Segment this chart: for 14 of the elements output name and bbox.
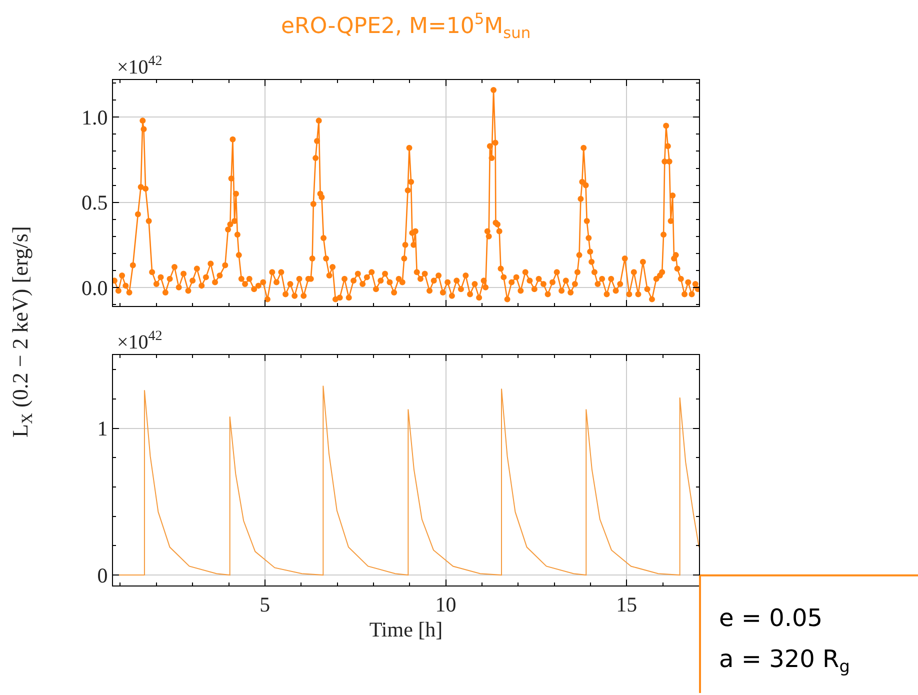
- y-tick-label: 0: [97, 563, 108, 588]
- text: e = 0.05: [719, 604, 823, 632]
- y-tick-label: 0.5: [82, 190, 108, 215]
- text: a = 320 R$_{g}$: [719, 645, 850, 676]
- chart-title: eRO-QPE2, M=10$^{5}$M$_{sun}$: [281, 10, 531, 42]
- y-tick-label: 0.0: [82, 276, 108, 300]
- y-tick-label: 1: [97, 416, 108, 441]
- x-tick-label: 10: [435, 592, 456, 617]
- text: ×10$^{42}$: [117, 54, 162, 78]
- y-tick-label: 1.0: [82, 106, 108, 130]
- text: ×10$^{42}$: [117, 329, 162, 354]
- x-axis-title: Time [h]: [369, 618, 443, 642]
- x-tick-label: 5: [260, 592, 270, 617]
- x-tick-label: 15: [616, 592, 638, 617]
